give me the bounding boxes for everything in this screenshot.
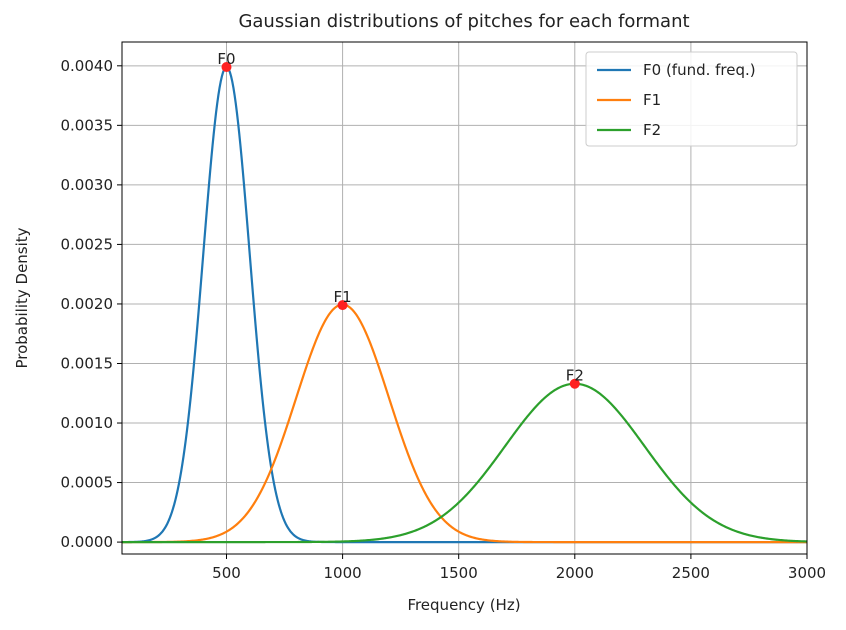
series-line xyxy=(122,303,807,544)
peak-markers: F0 F1 F2 xyxy=(217,50,584,389)
legend-label: F1 xyxy=(643,91,661,109)
x-tick-label: 500 xyxy=(212,564,241,582)
chart-title: Gaussian distributions of pitches for ea… xyxy=(238,11,689,32)
peak-label: F2 xyxy=(566,367,584,385)
legend-box xyxy=(585,51,798,147)
x-tick-label: 1000 xyxy=(323,564,361,582)
y-tick-label: 0.0030 xyxy=(61,176,114,194)
series-line xyxy=(122,382,808,544)
plot-frame xyxy=(121,41,808,555)
peak-point xyxy=(221,62,232,73)
y-tick-label: 0.0015 xyxy=(61,354,114,372)
x-tick-label: 1500 xyxy=(440,564,478,582)
y-axis: 0.0000 0.0005 0.0010 0.0015 0.0020 0.0025 0.00… xyxy=(61,57,122,551)
y-tick-label: 0.0020 xyxy=(61,295,114,313)
y-tick-label: 0.0005 xyxy=(61,474,114,492)
y-tick-label: 0.0000 xyxy=(61,533,114,551)
x-tick-label: 2500 xyxy=(672,564,710,582)
x-tick-label: 3000 xyxy=(788,564,826,582)
series-layer xyxy=(122,65,808,544)
legend-label: F0 (fund. freq.) xyxy=(643,61,756,79)
y-tick-label: 0.0025 xyxy=(61,235,114,253)
x-axis-title: Frequency (Hz) xyxy=(407,596,520,614)
peak-point xyxy=(337,300,348,311)
x-tick-label: 2000 xyxy=(556,564,594,582)
x-axis: 500 1000 1500 2000 2500 3000 xyxy=(212,554,826,582)
peak-label: F0 xyxy=(217,50,235,68)
peak-point xyxy=(569,378,580,389)
peak-label: F1 xyxy=(334,288,352,306)
legend: F0 (fund. freq.) F1 F2 xyxy=(585,51,798,147)
y-tick-label: 0.0010 xyxy=(61,414,114,432)
y-tick-label: 0.0035 xyxy=(61,116,114,134)
y-axis-title: Probability Density xyxy=(13,227,31,368)
legend-label: F2 xyxy=(643,121,661,139)
y-tick-label: 0.0040 xyxy=(61,57,114,75)
